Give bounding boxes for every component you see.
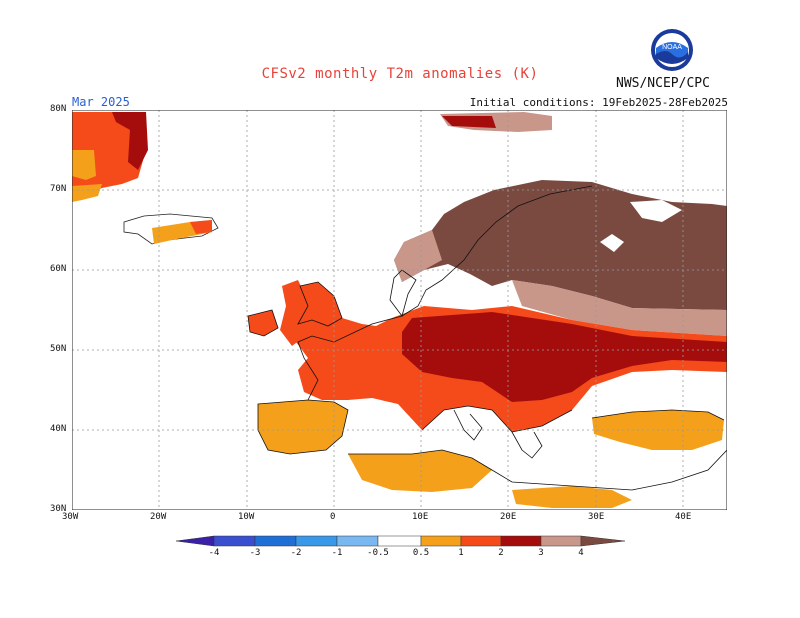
lat-label-60n: 60N xyxy=(50,264,67,274)
iberia-anomaly xyxy=(258,400,348,454)
colorbar-label: -0.5 xyxy=(367,548,389,558)
colorbar-swatch-p3 xyxy=(540,535,582,547)
coastlines xyxy=(247,185,727,491)
agency-label: NWS/NCEP/CPC xyxy=(616,76,710,91)
colorbar-swatch-m3 xyxy=(254,535,297,547)
lon-label-40e: 40E xyxy=(675,512,692,522)
lat-label-70n: 70N xyxy=(50,184,67,194)
colorbar-swatch-p2 xyxy=(500,535,542,547)
initial-conditions: Initial conditions: 19Feb2025-28Feb2025 xyxy=(469,96,728,109)
colorbar-swatch-p1 xyxy=(460,535,502,547)
noaa-logo: NOAA xyxy=(651,29,693,71)
lon-label-10w: 10W xyxy=(238,512,255,522)
colorbar-label: 1 xyxy=(458,548,464,558)
colorbar-label: 4 xyxy=(578,548,584,558)
graticule xyxy=(72,110,727,510)
colorbar-label: -1 xyxy=(331,548,343,558)
map-title: CFSv2 monthly T2m anomalies (K) xyxy=(261,66,539,82)
lon-label-20w: 20W xyxy=(150,512,167,522)
colorbar-swatch-neutral xyxy=(377,535,422,547)
colorbar-label: 2 xyxy=(498,548,504,558)
colorbar-swatch-p05 xyxy=(420,535,462,547)
colorbar-label: -4 xyxy=(208,548,220,558)
lon-label-10e: 10E xyxy=(412,512,429,522)
svalbard-anomaly xyxy=(440,112,552,132)
colorbar-label: -3 xyxy=(249,548,261,558)
colorbar-arrow-right xyxy=(580,535,626,547)
lon-label-30w: 30W xyxy=(62,512,79,522)
north-africa-anomaly xyxy=(348,450,632,508)
lat-label-30n: 30N xyxy=(50,504,67,514)
lon-label-20e: 20E xyxy=(500,512,517,522)
colorbar-arrow-left xyxy=(175,535,215,547)
colorbar-label: 3 xyxy=(538,548,544,558)
iceland-anomaly xyxy=(123,213,219,245)
colorbar-swatch-m1 xyxy=(336,535,379,547)
colorbar-label: -2 xyxy=(290,548,302,558)
colorbar-label: 0.5 xyxy=(412,548,430,558)
forecast-month: Mar 2025 xyxy=(72,95,130,109)
lat-label-40n: 40N xyxy=(50,424,67,434)
colorbar-swatch-m4 xyxy=(213,535,256,547)
lon-label-30e: 30E xyxy=(588,512,605,522)
greenland-anomaly xyxy=(72,112,148,202)
lon-label-0: 0 xyxy=(330,512,336,522)
colorbar-swatch-m2 xyxy=(295,535,338,547)
logo-text: NOAA xyxy=(662,44,682,51)
scandinavia-russia-anomaly xyxy=(394,180,727,336)
lat-label-50n: 50N xyxy=(50,344,67,354)
europe-anomaly xyxy=(248,280,727,432)
anomaly-map xyxy=(72,110,727,510)
lat-label-80n: 80N xyxy=(50,104,67,114)
